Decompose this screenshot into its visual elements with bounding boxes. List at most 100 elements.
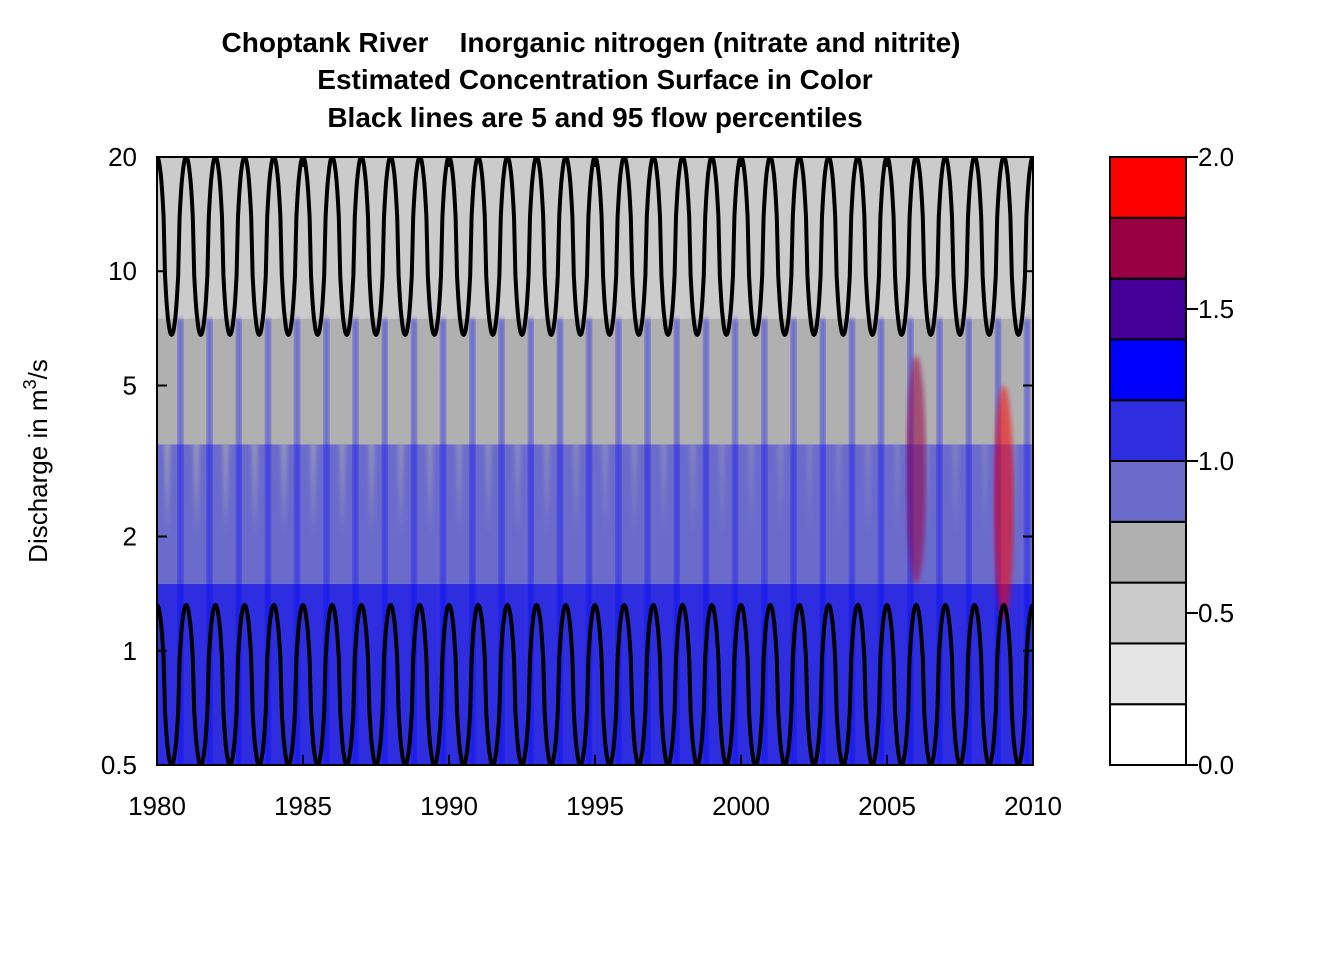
flow-percentile-05-line: [157, 603, 1033, 765]
seasonal-low-wedge: [657, 318, 670, 537]
seasonal-low-wedge: [628, 318, 641, 537]
chart-title-line-1: Choptank River Inorganic nitrogen (nitra…: [222, 27, 961, 58]
seasonal-low-wedge: [745, 318, 758, 537]
seasonal-low-wedge: [774, 318, 787, 537]
chart-title-line-2: Estimated Concentration Surface in Color: [317, 64, 873, 95]
seasonal-low-wedge: [599, 318, 612, 537]
x-tick-label: 2010: [1004, 791, 1062, 821]
surface-band: [157, 318, 1033, 445]
seasonal-low-wedge: [307, 318, 320, 537]
seasonal-high-streak: [673, 318, 680, 765]
seasonal-low-wedge: [336, 318, 349, 537]
seasonal-high-streak: [557, 318, 563, 765]
seasonal-low-wedge: [832, 318, 845, 537]
seasonal-low-wedge: [540, 318, 553, 537]
seasonal-high-streak: [965, 318, 972, 765]
y-axis-title: Discharge in m3/s: [20, 359, 53, 563]
chart-title-line-3: Black lines are 5 and 95 flow percentile…: [327, 102, 862, 133]
colorbar-swatch: [1109, 460, 1187, 523]
seasonal-low-wedge: [978, 318, 991, 537]
y-axis: 0.5 1 2 5 10 20: [101, 142, 1033, 780]
seasonal-low-wedge: [716, 318, 728, 537]
seasonal-low-wedge: [248, 318, 261, 537]
seasonal-high-streak: [527, 318, 534, 765]
percentile-lines: [157, 157, 1033, 765]
seasonal-low-wedge: [511, 318, 524, 537]
seasonal-low-wedge: [949, 318, 962, 537]
seasonal-high-streak: [352, 318, 359, 765]
colorbar-swatch: [1109, 277, 1187, 341]
y-tick-label: 20: [108, 142, 137, 172]
colorbar-tick-label: 0.5: [1198, 598, 1234, 628]
seasonal-high-streak: [235, 318, 242, 765]
seasonal-low-wedge: [862, 318, 874, 537]
seasonal-low-wedge: [394, 318, 407, 537]
x-tick-label: 1980: [128, 791, 186, 821]
concentration-peak: [993, 385, 1014, 621]
colorbar-swatch: [1109, 156, 1187, 219]
x-tick-label: 1990: [420, 791, 478, 821]
seasonal-low-wedge: [570, 318, 582, 537]
y-tick-label: 2: [123, 522, 137, 552]
seasonal-low-wedge: [190, 318, 203, 537]
seasonal-low-wedge: [365, 318, 378, 537]
y-tick-label: 10: [108, 256, 137, 286]
seasonal-low-wedge: [686, 318, 699, 537]
seasonal-low-wedge: [891, 318, 904, 537]
seasonal-high-streak: [469, 318, 476, 765]
colorbar-tick-label: 0.0: [1198, 750, 1234, 780]
seasonal-low-wedge: [161, 318, 174, 537]
surface-band: [157, 157, 1033, 319]
seasonal-high-streak: [498, 318, 505, 765]
concentration-peak: [906, 355, 927, 584]
colorbar-swatch: [1109, 520, 1187, 584]
seasonal-high-streak: [761, 318, 768, 765]
colorbar-swatch: [1109, 338, 1187, 402]
seasonal-high-streak: [878, 318, 885, 765]
colorbar-tick-label: 2.0: [1198, 142, 1234, 172]
colorbar-swatch: [1109, 642, 1187, 706]
seasonal-low-wedge: [453, 318, 466, 537]
x-tick-label: 2005: [858, 791, 916, 821]
surface-band: [157, 583, 1033, 765]
colorbar-swatch: [1109, 581, 1187, 645]
seasonal-high-streak: [177, 318, 184, 765]
seasonal-high-streak: [790, 318, 797, 765]
seasonal-high-streak: [206, 318, 213, 765]
color-legend: 0.0 0.5 1.0 1.5 2.0: [1109, 142, 1234, 780]
seasonal-high-streak: [703, 318, 709, 765]
seasonal-high-streak: [440, 318, 447, 765]
seasonal-high-streak: [849, 318, 855, 765]
colorbar-tick-label: 1.5: [1198, 294, 1234, 324]
y-tick-label: 5: [123, 370, 137, 400]
x-tick-label: 2000: [712, 791, 770, 821]
x-axis: 1980 1985 1990 1995 2000 2005 2010: [128, 157, 1062, 821]
seasonal-low-wedge: [1008, 318, 1020, 537]
colorbar-tick-label: 1.0: [1198, 446, 1234, 476]
seasonal-low-wedge: [482, 318, 495, 537]
seasonal-high-streak: [323, 318, 330, 765]
seasonal-high-streak: [819, 318, 826, 765]
y-tick-label: 1: [123, 636, 137, 666]
concentration-surface: [157, 157, 1033, 765]
seasonal-low-wedge: [803, 318, 816, 537]
seasonal-low-wedge: [920, 318, 933, 537]
seasonal-high-streak: [936, 318, 943, 765]
colorbar-swatch: [1109, 703, 1187, 767]
colorbar-swatch: [1109, 216, 1187, 280]
seasonal-high-streak: [411, 318, 417, 765]
x-tick-label: 1985: [274, 791, 332, 821]
y-tick-label: 0.5: [101, 750, 137, 780]
seasonal-high-streak: [265, 318, 271, 765]
seasonal-high-streak: [732, 318, 739, 765]
x-tick-label: 1995: [566, 791, 624, 821]
seasonal-low-wedge: [219, 318, 232, 537]
colorbar-swatch: [1109, 399, 1187, 463]
seasonal-high-streak: [644, 318, 651, 765]
surface-layer: [157, 157, 1033, 765]
seasonal-high-streak: [381, 318, 388, 765]
surface-band: [157, 444, 1033, 584]
seasonal-low-wedge: [424, 318, 436, 537]
seasonal-high-streak: [294, 318, 301, 765]
